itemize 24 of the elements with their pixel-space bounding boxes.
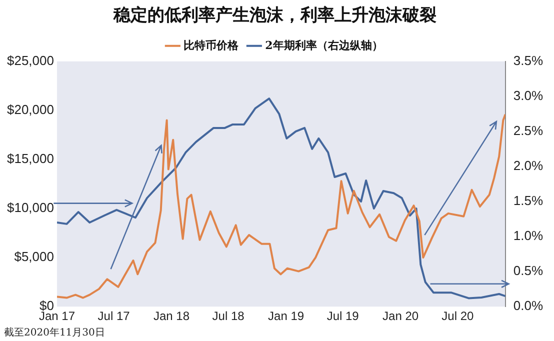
legend-label: 2年期利率（右边纵轴） (265, 38, 383, 52)
y2-tick-label: 3.5% (513, 52, 544, 68)
x-tick-label: Jul 19 (326, 309, 360, 324)
y2-tick-label: 2.5% (513, 123, 544, 138)
y-tick-label: $15,000 (6, 151, 54, 166)
y-tick-label: $10,000 (6, 200, 54, 216)
chart-title: 稳定的低利率产生泡沫，利率上升泡沫破裂 (112, 6, 436, 26)
x-tick-label: Jan 19 (268, 309, 304, 324)
y-tick-label: $20,000 (6, 102, 54, 118)
y2-tick-label: 1.0% (513, 228, 544, 244)
text: 截至2020年11月30日 (4, 326, 105, 339)
x-tick-label: Jan 18 (154, 309, 190, 324)
x-tick-label: Jul 20 (442, 309, 474, 324)
y-tick-label: $25,000 (6, 52, 54, 68)
x-tick-label: Jan 20 (382, 309, 419, 324)
y-tick-label: $5,000 (14, 249, 54, 264)
legend-label: 比特币价格 (184, 38, 240, 52)
y2-tick-label: 0.5% (513, 263, 544, 278)
y2-tick-label: 0.0% (513, 298, 544, 314)
x-tick-label: Jul 18 (212, 309, 245, 324)
y2-tick-label: 3.0% (513, 88, 544, 104)
y2-tick-label: 1.5% (513, 193, 544, 208)
y2-tick-label: 2.0% (513, 158, 544, 174)
x-tick-label: Jul 17 (98, 309, 130, 324)
